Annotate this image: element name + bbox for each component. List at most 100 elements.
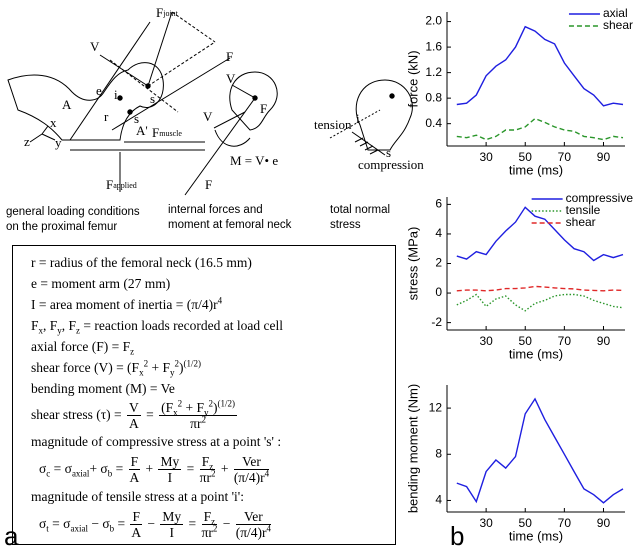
label: V [203,109,213,124]
text: 2 [201,414,206,425]
x-tick-label: 70 [558,150,572,164]
data-line [456,25,624,107]
axis-z [29,133,43,143]
label: Fapplied [106,177,137,192]
legend-label: compressive [566,191,634,205]
neck-outline [229,71,278,131]
equation: bending moment (M) = Ve [31,378,395,399]
caption: moment at femoral neck [168,219,292,231]
text: axial [70,523,88,534]
text: ) [178,360,184,375]
text: , F [61,318,77,333]
text: z [76,325,81,336]
text: bending moment (M) = Ve [31,381,175,396]
text: A [131,525,142,541]
x-tick-label: 70 [558,334,572,348]
text: = [183,461,198,476]
text: − [219,516,234,531]
equation: magnitude of compressive stress at a poi… [31,431,395,452]
caption: stress [330,219,361,231]
joint-force [147,11,173,87]
text: e = moment arm (27 mm) [31,276,171,291]
text: shear force (V) = (F [31,360,140,375]
text: = σ [48,516,71,531]
section [351,131,386,156]
label: A [62,97,72,112]
text: πr [201,525,213,541]
text: A [129,416,139,432]
text: 2 [212,523,218,534]
text: − σ [87,516,110,531]
text: magnitude of compressive stress at a poi… [31,434,282,449]
equation: Fx, Fy, Fz = reaction loads recorded at … [31,315,395,336]
text: x [173,408,178,419]
legend-label: shear [603,18,633,32]
equation: shear force (V) = (Fx2 + Fy2)(1/2) [31,357,395,378]
x-tick-label: 50 [519,334,533,348]
label: A' [136,123,148,138]
data-line [456,293,624,312]
label: F [205,177,212,192]
point [389,93,395,99]
y-tick-label: 4 [435,226,442,240]
x-tick-label: 90 [597,150,611,164]
text: (π/4)r [233,470,265,486]
text: t [46,523,49,534]
data-line [456,206,624,262]
label: x [50,115,57,130]
text: + [217,461,232,476]
text: muscle [159,129,182,138]
text: ) [213,400,218,416]
text: 2 [143,358,149,369]
dashed [171,11,216,43]
label: z [24,134,30,149]
text: (1/2) [217,398,236,409]
text: applied [113,181,137,190]
text: 2 [208,398,214,409]
y-tick-label: 1.2 [425,65,442,79]
label: y [55,135,62,150]
text: = reaction loads recorded at load cell [80,318,283,333]
hatching [354,137,379,155]
equation-box: r = radius of the femoral neck (16.5 mm)… [12,245,396,545]
label: s [386,145,391,160]
text: 4 [217,295,223,306]
text: y [57,325,62,336]
axis-y [41,133,56,141]
label: Fjoint [156,5,179,20]
legend-label: axial [603,6,628,20]
label: i [114,87,118,102]
x-tick-label: 90 [597,516,611,530]
text: = [112,461,127,476]
text: + [142,461,157,476]
text: 4 [264,468,270,479]
diagram [7,11,413,196]
text: z [211,517,216,528]
text: σ [39,461,47,476]
x-tick-label: 30 [479,150,493,164]
diagram-labels: Fjoint V A e F s i r s A' z x y Fmuscle … [24,5,424,192]
label: F [260,101,267,116]
text: z [209,462,214,473]
equation: magnitude of tensile stress at a point '… [31,486,395,507]
text: F [152,125,159,140]
text: 2 [210,468,216,479]
text: = [114,516,129,531]
x-tick-label: 50 [519,516,533,530]
text: = σ [50,461,72,476]
text: F [128,454,141,471]
y-tick-label: 6 [435,197,442,211]
neck-axis [109,59,179,113]
text: = [142,407,158,422]
legend-label: tensile [566,203,601,217]
equation: I = area moment of inertia = (π/4)r4 [31,294,395,315]
x-axis-label: time (ms) [509,162,563,177]
label: s [134,111,139,126]
text: F [201,454,210,470]
label: e [96,83,102,98]
text: I [169,525,175,541]
axis-x [41,125,49,135]
x-tick-label: 90 [597,334,611,348]
